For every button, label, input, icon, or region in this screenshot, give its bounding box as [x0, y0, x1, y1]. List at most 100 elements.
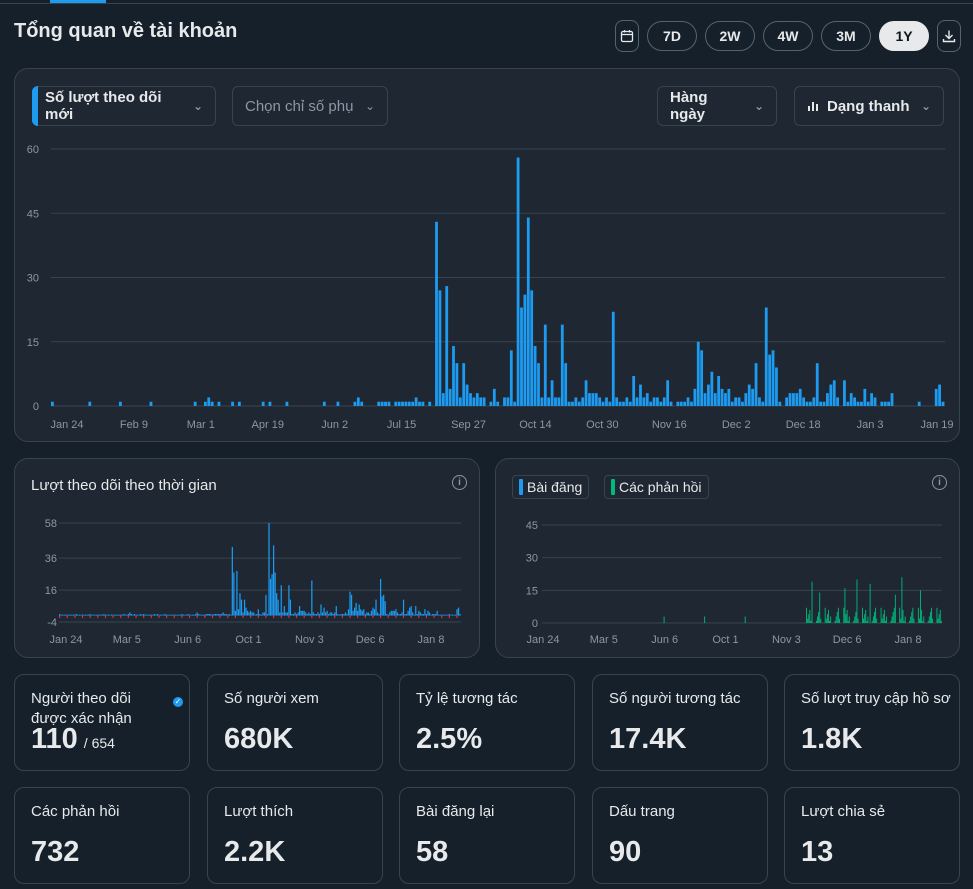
bar [280, 585, 282, 616]
bar [289, 599, 292, 616]
bar [401, 612, 403, 616]
bar [306, 614, 308, 616]
bar [285, 612, 287, 616]
metric-dropdown[interactable]: Số lượt theo dõi mới ⌄ [32, 86, 216, 126]
stat-label: Lượt thích [224, 803, 294, 820]
range-3m-button[interactable]: 3M [821, 21, 871, 51]
bar [389, 612, 391, 616]
range-1y-button[interactable]: 1Y [879, 21, 929, 51]
bar [146, 614, 148, 616]
bar [195, 614, 197, 616]
bar [190, 614, 192, 616]
bar [459, 614, 461, 616]
legend-posts[interactable]: Bài đăng [512, 475, 590, 499]
bar [175, 614, 177, 616]
bar [149, 614, 151, 616]
bar [448, 614, 450, 616]
bar-unfollows [81, 615, 84, 619]
x-tick-label: Jun 2 [321, 419, 348, 431]
bar [375, 599, 377, 616]
bar-replies [808, 614, 810, 623]
bar [537, 363, 540, 406]
bar [350, 594, 353, 616]
bar [761, 401, 765, 406]
bar-replies [863, 618, 864, 623]
bar [193, 401, 197, 406]
bar [298, 606, 301, 616]
bar [581, 397, 585, 406]
bar [60, 614, 62, 616]
granularity-label: Hàng ngày [670, 89, 708, 123]
bar [870, 393, 874, 406]
bar [332, 614, 334, 616]
bar [297, 612, 299, 616]
bar-replies [836, 612, 838, 623]
bar [161, 614, 163, 616]
bar [322, 401, 326, 406]
bar [300, 610, 302, 616]
bar [182, 614, 185, 616]
bar [424, 609, 426, 616]
bar [176, 614, 178, 616]
download-icon[interactable] [937, 20, 961, 52]
bar [414, 397, 418, 406]
bar [228, 614, 230, 616]
range-2w-button[interactable]: 2W [705, 21, 755, 51]
bar-replies [912, 607, 914, 623]
x-tick-label: Jan 19 [920, 419, 953, 431]
legend-replies-label: Các phản hồi [619, 479, 702, 495]
bar [380, 401, 384, 406]
bar [458, 397, 462, 406]
bar [285, 401, 289, 406]
granularity-dropdown[interactable]: Hàng ngày ⌄ [657, 86, 777, 126]
bar-replies [871, 620, 873, 623]
y-tick-label: 58 [45, 518, 57, 530]
bar [135, 614, 137, 616]
x-tick-label: Jun 6 [174, 634, 201, 646]
y-tick-label: 0 [532, 618, 538, 630]
bar-replies [932, 618, 934, 623]
bar [622, 401, 625, 406]
bar-replies [901, 577, 903, 623]
range-4w-button[interactable]: 4W [763, 21, 813, 51]
range-7d-button[interactable]: 7D [647, 21, 697, 51]
bar [277, 599, 279, 616]
bar-unfollows [127, 615, 130, 619]
bar [286, 612, 288, 616]
bar-replies [807, 618, 809, 623]
bar-replies [824, 607, 826, 623]
bar [690, 401, 693, 406]
bar [62, 614, 64, 616]
bar [308, 612, 310, 616]
x-tick-label: Nov 3 [772, 634, 801, 646]
bar [601, 401, 605, 406]
bar-replies [928, 616, 930, 623]
bar-replies [825, 618, 827, 623]
legend-replies[interactable]: Các phản hồi [604, 475, 709, 499]
bar [237, 401, 241, 406]
page-title: Tổng quan về tài khoản [14, 20, 238, 42]
bar [628, 401, 632, 406]
bar [173, 614, 175, 616]
bar [679, 401, 683, 406]
chart-type-dropdown[interactable]: Dạng thanh ⌄ [794, 86, 944, 126]
bar [59, 614, 61, 616]
calendar-icon[interactable] [615, 20, 639, 52]
bar [792, 393, 795, 406]
bar [492, 388, 496, 406]
bar-replies [882, 614, 884, 623]
bar [730, 401, 734, 406]
x-tick-label: Oct 14 [519, 419, 551, 431]
secondary-metric-dropdown[interactable]: Chọn chỉ số phụ ⌄ [232, 86, 388, 126]
info-icon[interactable]: i [452, 475, 467, 490]
bar [431, 614, 434, 616]
bar-replies [818, 612, 820, 623]
bar-unfollows [211, 615, 214, 619]
bar [256, 614, 258, 616]
bar [635, 397, 639, 406]
bar-replies [883, 609, 885, 623]
bar [149, 401, 153, 406]
info-icon[interactable]: i [932, 475, 947, 490]
bar-replies [893, 607, 895, 623]
bar [372, 607, 374, 616]
